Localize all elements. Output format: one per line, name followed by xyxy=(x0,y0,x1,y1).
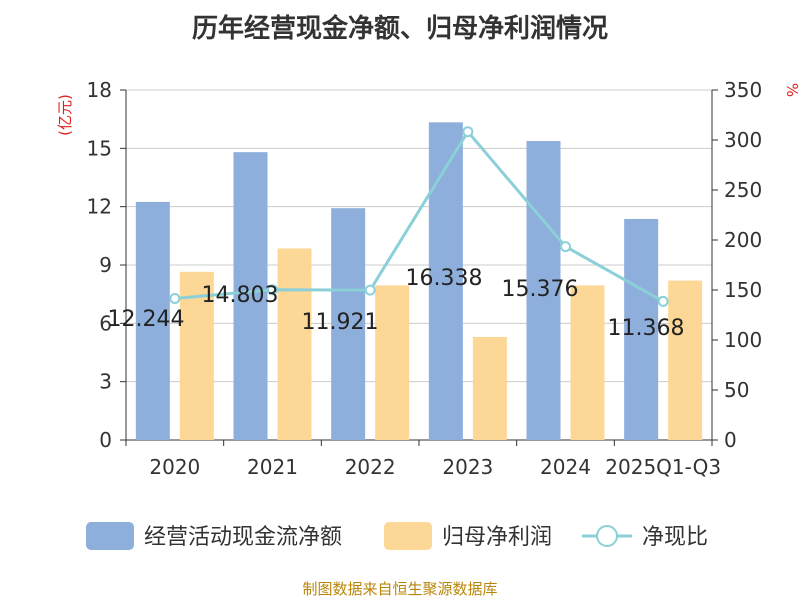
y-left-tick-label-5: 15 xyxy=(87,136,112,160)
bar-net-profit-2024 xyxy=(570,285,605,440)
y-left-axis-label: (亿元) xyxy=(56,94,74,136)
line-point-2023 xyxy=(462,126,474,138)
y-left-tick-label-1: 3 xyxy=(99,370,112,394)
bar-net-profit-2023 xyxy=(472,336,507,440)
bar-cashflow-2021 xyxy=(233,152,268,441)
line-point-2024 xyxy=(560,241,571,253)
y-right-axis-label: % xyxy=(783,83,800,97)
x-tick-label-4: 2024 xyxy=(540,455,591,479)
bar-cashflow-2023 xyxy=(428,122,463,441)
x-tick-label-5: 2025Q1-Q3 xyxy=(605,455,721,479)
bar-cashflow-2022 xyxy=(331,208,366,440)
line-point-2021 xyxy=(267,284,278,296)
bar-cashflow-2020 xyxy=(135,201,170,440)
y-left-tick-label-3: 9 xyxy=(99,253,112,277)
data-label-2021: 14.803 xyxy=(202,283,279,308)
x-tick-label-1: 2021 xyxy=(247,455,298,479)
y-right-tick-label-1: 50 xyxy=(724,378,749,402)
data-label-2025Q1-Q3: 11.368 xyxy=(608,316,685,341)
y-left-tick-label-2: 6 xyxy=(99,311,112,335)
bar-cashflow-2024 xyxy=(526,141,561,440)
line-cash-ratio xyxy=(174,129,664,303)
y-right-tick-label-3: 150 xyxy=(724,278,762,302)
y-right-tick-label-6: 300 xyxy=(724,128,762,152)
data-label-2024: 15.376 xyxy=(502,277,579,302)
source-note: 制图数据来自恒生聚源数据库 xyxy=(302,580,498,598)
legend-swatch-line-marker xyxy=(596,525,618,547)
legend-label-cash-ratio: 净现比 xyxy=(642,525,708,550)
bar-net-profit-2025Q1-Q3 xyxy=(668,280,703,440)
bar-cashflow-2025Q1-Q3 xyxy=(624,218,659,440)
legend-label-cashflow: 经营活动现金流净额 xyxy=(144,525,342,550)
y-right-tick-label-7: 350 xyxy=(724,78,762,102)
y-left-tick-label-4: 12 xyxy=(87,195,112,219)
line-point-2020 xyxy=(169,293,181,304)
legend-label-net-profit: 归母净利润 xyxy=(442,525,552,550)
chart-title: 历年经营现金净额、归母净利润情况 xyxy=(191,14,608,44)
bar-net-profit-2021 xyxy=(277,248,312,440)
bar-net-profit-2022 xyxy=(375,285,410,440)
line-point-2025Q1-Q3 xyxy=(657,295,669,307)
legend-swatch-cashflow xyxy=(86,522,134,550)
x-tick-label-0: 2020 xyxy=(149,455,200,479)
y-right-tick-label-0: 0 xyxy=(724,428,737,452)
y-right-tick-label-2: 100 xyxy=(724,328,762,352)
data-label-2020: 12.244 xyxy=(108,307,185,332)
y-left-tick-label-0: 0 xyxy=(99,428,112,452)
x-tick-label-3: 2023 xyxy=(442,455,493,479)
y-right-tick-label-5: 250 xyxy=(724,178,762,202)
x-tick-label-2: 2022 xyxy=(345,455,396,479)
data-label-2023: 16.338 xyxy=(406,266,483,291)
bar-net-profit-2020 xyxy=(179,271,214,440)
legend-swatch-net-profit xyxy=(384,522,432,550)
y-right-tick-label-4: 200 xyxy=(724,228,762,252)
y-left-tick-label-6: 18 xyxy=(87,78,112,102)
line-point-2022 xyxy=(364,284,376,296)
data-label-2022: 11.921 xyxy=(302,310,379,335)
